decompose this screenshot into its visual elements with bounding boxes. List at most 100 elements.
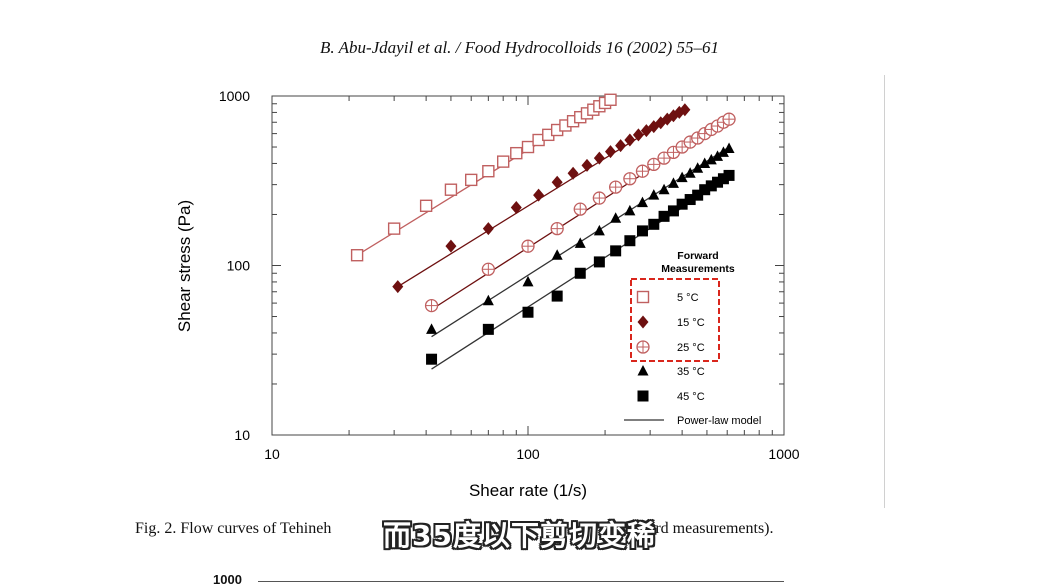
chart-axes: 10 100 1000 10 100 1000	[219, 88, 800, 462]
data-point	[593, 256, 605, 268]
data-point	[623, 172, 637, 186]
data-point	[521, 239, 535, 253]
data-point	[482, 165, 495, 178]
data-point	[551, 249, 563, 260]
x-tick-label: 100	[516, 446, 540, 462]
data-point	[657, 151, 671, 165]
data-point	[574, 237, 586, 248]
legend-model-label: Power-law model	[677, 415, 761, 427]
data-point	[581, 158, 593, 172]
data-point	[705, 153, 717, 165]
data-point	[705, 180, 717, 192]
data-point	[723, 169, 735, 181]
data-point	[632, 128, 644, 142]
data-point	[604, 93, 617, 106]
data-point	[426, 323, 438, 334]
data-point	[465, 173, 478, 187]
legend-highlight-box	[630, 278, 720, 362]
data-point	[573, 202, 587, 216]
data-point	[481, 262, 495, 276]
data-point	[648, 218, 660, 230]
data-point	[593, 224, 605, 236]
data-point	[444, 183, 458, 196]
series-45CC	[426, 169, 735, 365]
x-tick-label: 1000	[768, 446, 799, 462]
data-point	[658, 183, 670, 195]
figure-caption: Fig. 2. Flow curves of Tehineh rward meas…	[135, 520, 774, 538]
data-point	[684, 167, 696, 178]
y-tick-label: 100	[227, 258, 251, 274]
data-point	[496, 155, 510, 168]
series-25CC	[424, 112, 736, 313]
next-chart-y-tick: 1000	[213, 572, 242, 587]
data-point	[482, 323, 494, 335]
data-point	[615, 139, 627, 153]
legend-marker	[636, 340, 650, 354]
data-point	[699, 157, 711, 168]
data-point	[610, 212, 622, 223]
data-point	[593, 151, 605, 165]
data-point	[636, 196, 648, 208]
data-point	[522, 275, 534, 287]
data-point	[392, 280, 404, 294]
journal-header: B. Abu-Jdayil et al. / Food Hydrocolloid…	[320, 38, 719, 57]
legend-marker	[637, 315, 649, 329]
data-point	[647, 157, 661, 172]
data-point	[350, 249, 364, 262]
data-point	[667, 205, 679, 217]
data-point	[684, 194, 696, 206]
data-point	[624, 133, 636, 147]
data-point	[722, 112, 736, 126]
data-point	[692, 189, 704, 201]
data-point	[609, 180, 623, 194]
data-point	[522, 306, 534, 318]
data-point	[574, 267, 586, 279]
legend-marker	[637, 365, 649, 376]
data-point	[676, 171, 688, 183]
data-point	[648, 189, 660, 200]
data-point	[567, 166, 579, 180]
data-point	[482, 222, 494, 236]
data-point	[636, 225, 648, 237]
legend-marker	[637, 390, 649, 402]
caption-tail: rward measurements).	[631, 520, 774, 537]
data-point	[624, 204, 636, 216]
y-tick-label: 10	[234, 427, 250, 443]
data-point	[723, 142, 735, 154]
data-point	[551, 290, 563, 302]
data-point	[521, 140, 535, 154]
y-tick-label: 1000	[219, 88, 250, 104]
data-point	[676, 198, 688, 210]
legend-label: 45 °C	[677, 391, 705, 403]
data-point	[717, 173, 729, 185]
legend-label: 25 °C	[677, 342, 705, 354]
series-5CC	[350, 93, 617, 262]
data-point	[624, 235, 636, 247]
legend-title-line1: Forward	[677, 250, 718, 262]
data-point	[445, 239, 457, 253]
data-point	[592, 191, 607, 205]
data-point	[482, 294, 494, 306]
data-point	[387, 222, 401, 235]
data-point	[426, 353, 438, 365]
legend-label: 5 °C	[677, 292, 699, 304]
page-divider	[884, 75, 885, 508]
video-subtitle: 而35度以下剪切变稀	[383, 519, 656, 552]
data-points	[350, 93, 736, 365]
data-point	[419, 199, 433, 213]
legend-label: 35 °C	[677, 366, 705, 378]
data-point	[699, 184, 711, 196]
data-point	[679, 103, 691, 117]
data-point	[640, 124, 652, 138]
series-15CC	[392, 103, 691, 294]
data-point	[550, 221, 564, 236]
legend-label: 15 °C	[677, 317, 705, 329]
y-axis-label: Shear stress (Pa)	[175, 200, 194, 332]
data-point	[604, 145, 616, 159]
legend-title-line2: Measurements	[661, 263, 735, 275]
data-point	[667, 177, 679, 188]
series-35CC	[426, 142, 735, 334]
data-point	[533, 188, 545, 202]
